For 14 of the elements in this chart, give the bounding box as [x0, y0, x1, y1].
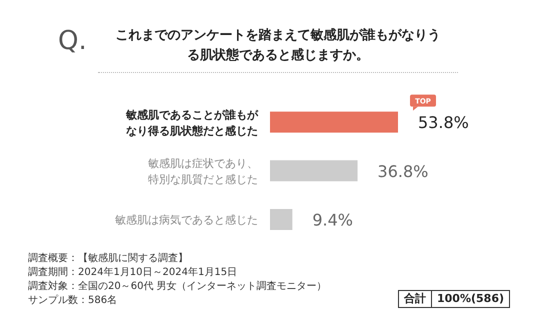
data-label: 9.4%	[312, 210, 354, 230]
text: Q.	[58, 26, 87, 56]
y-tick-label: 敏感肌は病気であると感じた	[115, 214, 258, 227]
chart-title: これまでのアンケートを踏まえて敏感肌が誰もがなりうる肌状態であると感じますか。	[114, 27, 442, 65]
text: サンプル数：586名	[28, 294, 118, 308]
y-tick-label: 敏感肌は症状であり、特別な肌質だと感じた	[148, 157, 258, 186]
text: 合計	[399, 291, 432, 307]
y-tick-label: 敏感肌であることが誰もがなり得る肌状態だと感じた	[125, 108, 259, 138]
data-label: 36.8%	[378, 162, 428, 181]
text: 調査期間：2024年1月10日～2024年1月15日	[28, 266, 238, 280]
data-label: 53.8%	[418, 113, 469, 132]
text: 調査対象：全国の20～60代 男女（インターネット調査モニター）	[28, 280, 327, 294]
text: 調査概要：【敏感肌に関する調査】	[28, 252, 189, 266]
text: 100%(586)	[436, 291, 505, 307]
